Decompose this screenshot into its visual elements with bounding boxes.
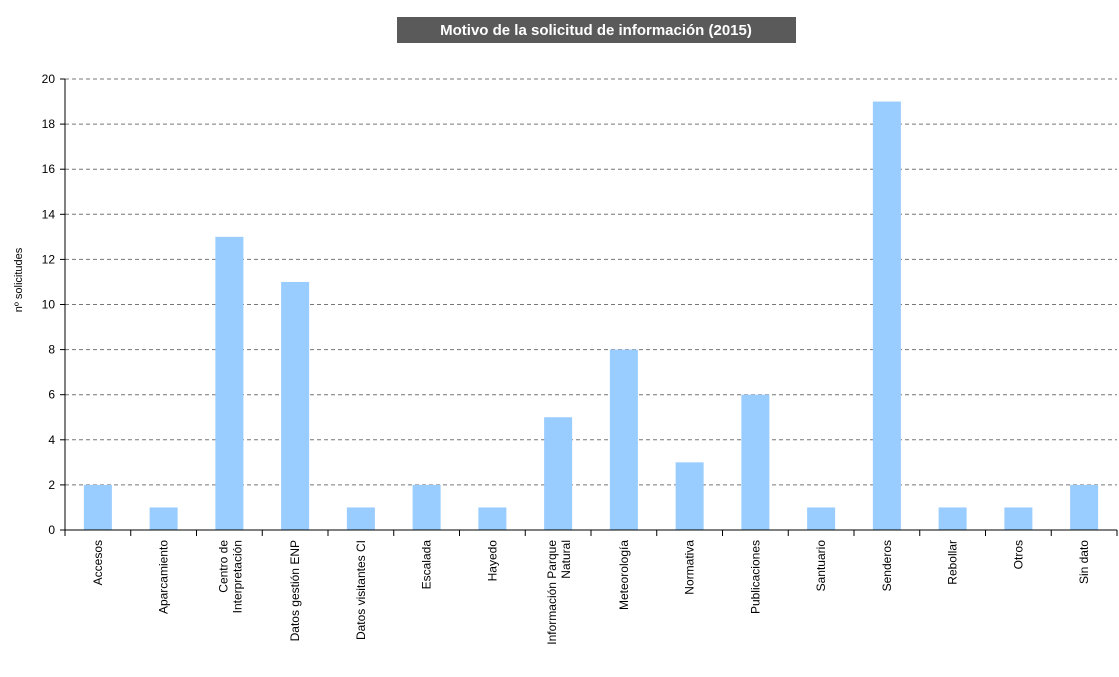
bar (1070, 484, 1099, 530)
x-tick-label: Datos visitantes CI (354, 540, 368, 640)
bar (872, 101, 901, 531)
bar (346, 507, 375, 530)
x-tick-label: Senderos (880, 540, 894, 591)
bar (741, 394, 770, 530)
x-tick-label: Santuario (814, 540, 828, 592)
bar (478, 507, 507, 530)
y-tick-label: 0 (48, 523, 55, 537)
x-tick-label: Sin dato (1077, 540, 1091, 584)
x-tick-label: Aparcamiento (157, 540, 171, 614)
x-tick-label: Hayedo (485, 540, 499, 582)
bar (1004, 507, 1033, 530)
bar (412, 484, 441, 530)
bar (807, 507, 836, 530)
title-box (397, 17, 796, 43)
y-tick-label: 14 (42, 207, 56, 221)
y-axis-label: nº solicitudes (13, 247, 25, 312)
y-tick-label: 20 (42, 72, 56, 86)
x-tick-label: Centro deInterpretación (216, 540, 244, 614)
x-tick-label: Accesos (91, 540, 105, 585)
bar (83, 484, 112, 530)
bar (215, 236, 244, 530)
x-tick-label: Otros (1011, 540, 1025, 569)
y-tick-label: 18 (42, 117, 56, 131)
y-tick-label: 16 (42, 162, 56, 176)
x-tick-label: Meteorología (617, 540, 631, 610)
bar (675, 462, 704, 530)
x-tick-label: Datos gestión ENP (288, 540, 302, 641)
x-tick-label: Rebollar (946, 540, 960, 585)
bar (149, 507, 178, 530)
bar (938, 507, 967, 530)
bar (609, 349, 638, 530)
bar (544, 417, 573, 530)
y-tick-label: 2 (48, 478, 55, 492)
x-tick-label: Publicaciones (748, 540, 762, 614)
x-tick-label: Normativa (683, 540, 697, 595)
y-tick-label: 10 (42, 298, 56, 312)
x-tick-label: Escalada (420, 540, 434, 590)
y-tick-label: 8 (48, 343, 55, 357)
y-tick-label: 4 (48, 433, 55, 447)
y-tick-label: 6 (48, 388, 55, 402)
bar (281, 281, 310, 530)
x-tick-label: Información ParqueNatural (545, 540, 573, 645)
chart-title: Motivo de la solicitud de información (2… (440, 22, 752, 39)
y-tick-label: 12 (42, 252, 56, 266)
